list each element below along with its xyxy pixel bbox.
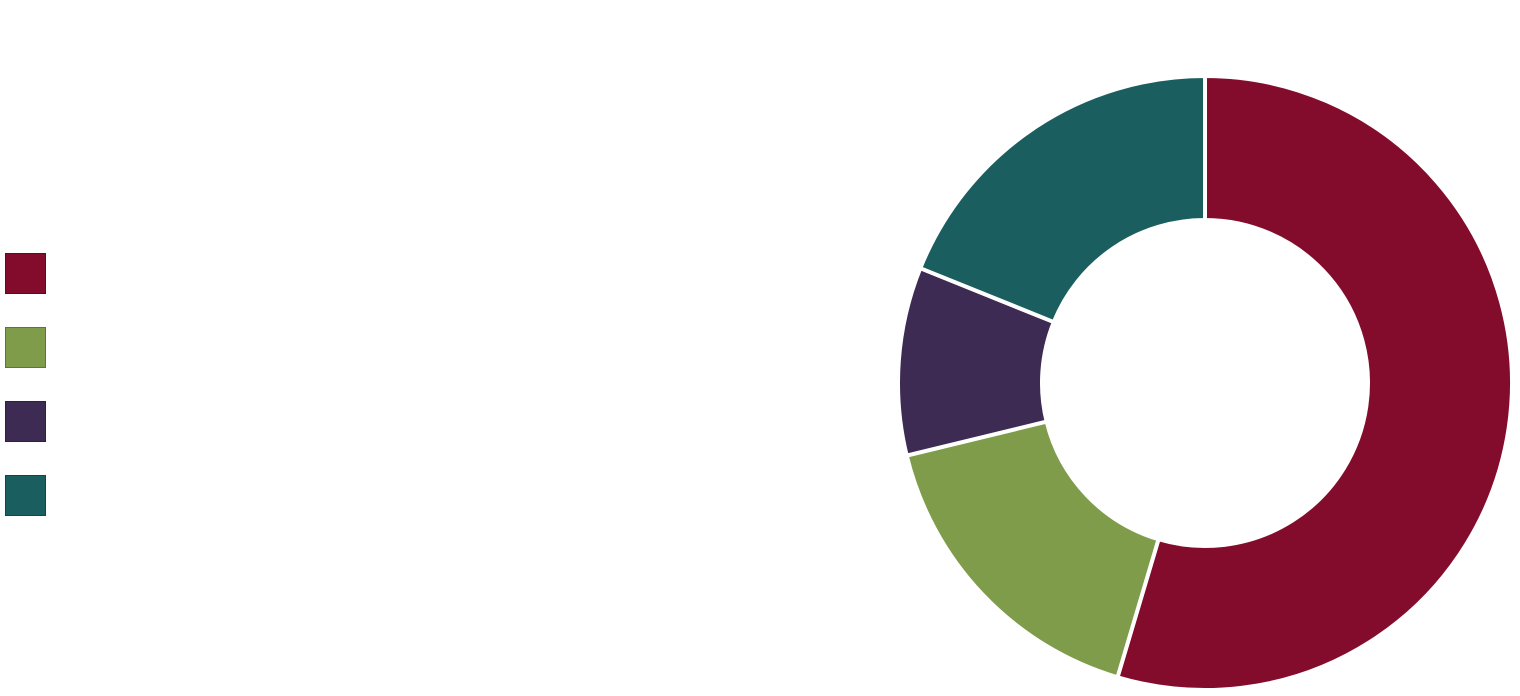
donut-slice-4 <box>917 73 1207 325</box>
donut-slice-1 <box>1115 73 1514 692</box>
legend-swatch <box>5 474 46 516</box>
legend-item <box>5 252 46 294</box>
legend-swatch <box>5 326 46 368</box>
legend-swatch <box>5 400 46 442</box>
donut-slice-2 <box>904 419 1162 680</box>
legend-item <box>5 326 46 368</box>
legend-item <box>5 474 46 516</box>
legend <box>5 252 46 548</box>
legend-item <box>5 400 46 442</box>
legend-swatch <box>5 252 46 294</box>
